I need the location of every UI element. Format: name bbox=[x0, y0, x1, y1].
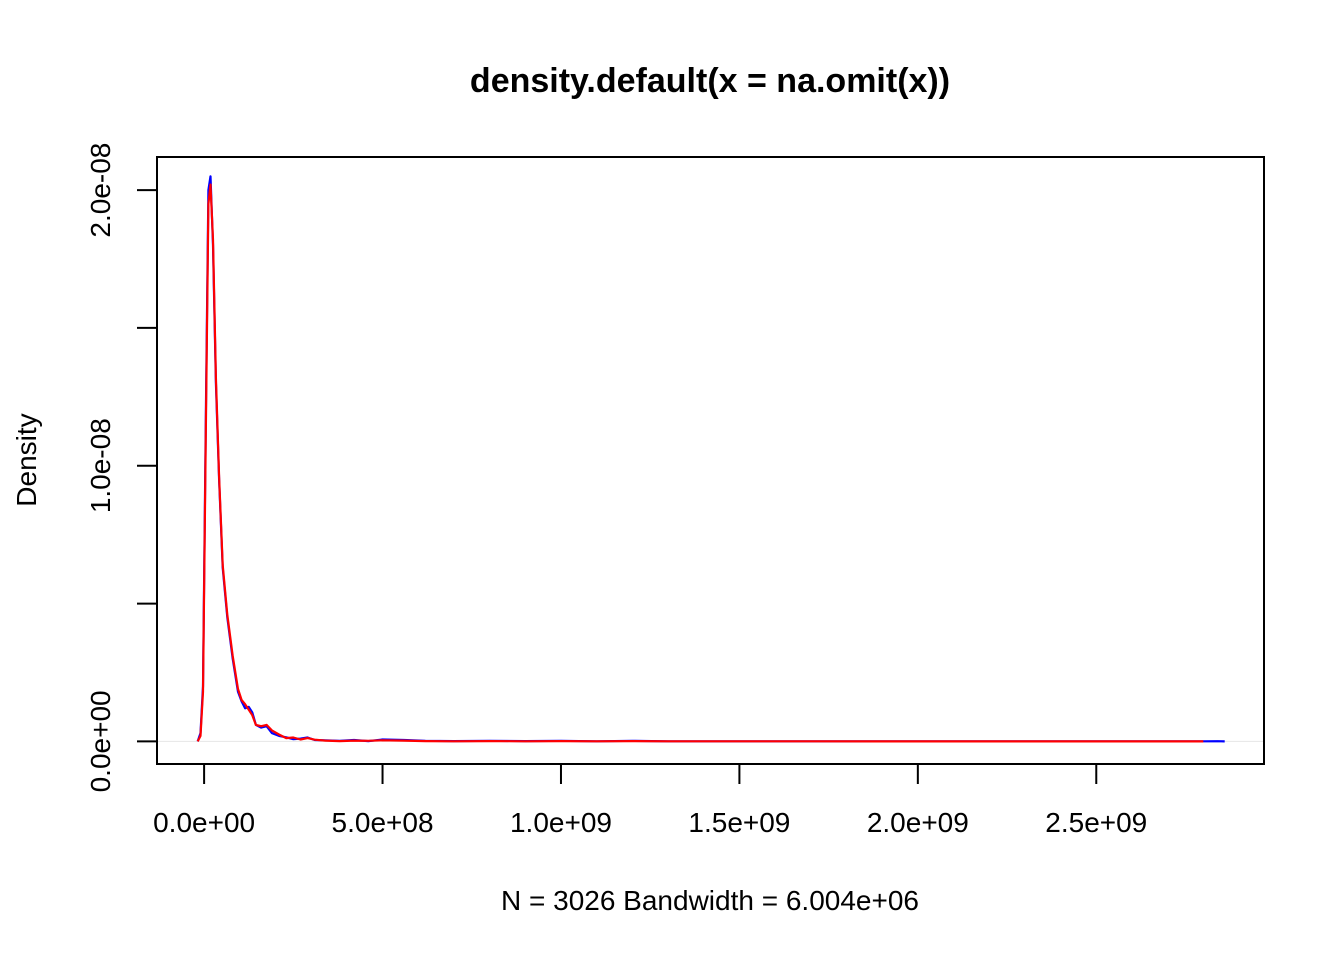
x-tick-label-0: 0.0e+00 bbox=[153, 807, 255, 838]
series-layer bbox=[157, 175, 1264, 743]
x-tick-label-2: 1.0e+09 bbox=[510, 807, 612, 838]
x-axis-label: N = 3026 Bandwidth = 6.004e+06 bbox=[501, 885, 919, 916]
x-axis: 0.0e+00 5.0e+08 1.0e+09 1.5e+09 2.0e+09 2.5e+… bbox=[153, 763, 1147, 838]
x-tick-label-4: 2.0e+09 bbox=[867, 807, 969, 838]
y-axis-label: Density bbox=[11, 413, 42, 506]
x-tick-label-5: 2.5e+09 bbox=[1045, 807, 1147, 838]
y-tick-label-4: 2.0e-08 bbox=[85, 143, 116, 238]
density-line-2 bbox=[196, 183, 1204, 743]
density-line-1 bbox=[196, 175, 1225, 743]
y-tick-label-0: 0.0e+00 bbox=[85, 690, 116, 792]
x-tick-label-3: 1.5e+09 bbox=[688, 807, 790, 838]
y-axis: 0.0e+00 1.0e-08 2.0e-08 bbox=[85, 143, 158, 792]
y-tick-label-2: 1.0e-08 bbox=[85, 418, 116, 513]
x-tick-label-1: 5.0e+08 bbox=[332, 807, 434, 838]
chart-title: density.default(x = na.omit(x)) bbox=[470, 62, 950, 100]
plot-frame bbox=[156, 156, 1265, 765]
